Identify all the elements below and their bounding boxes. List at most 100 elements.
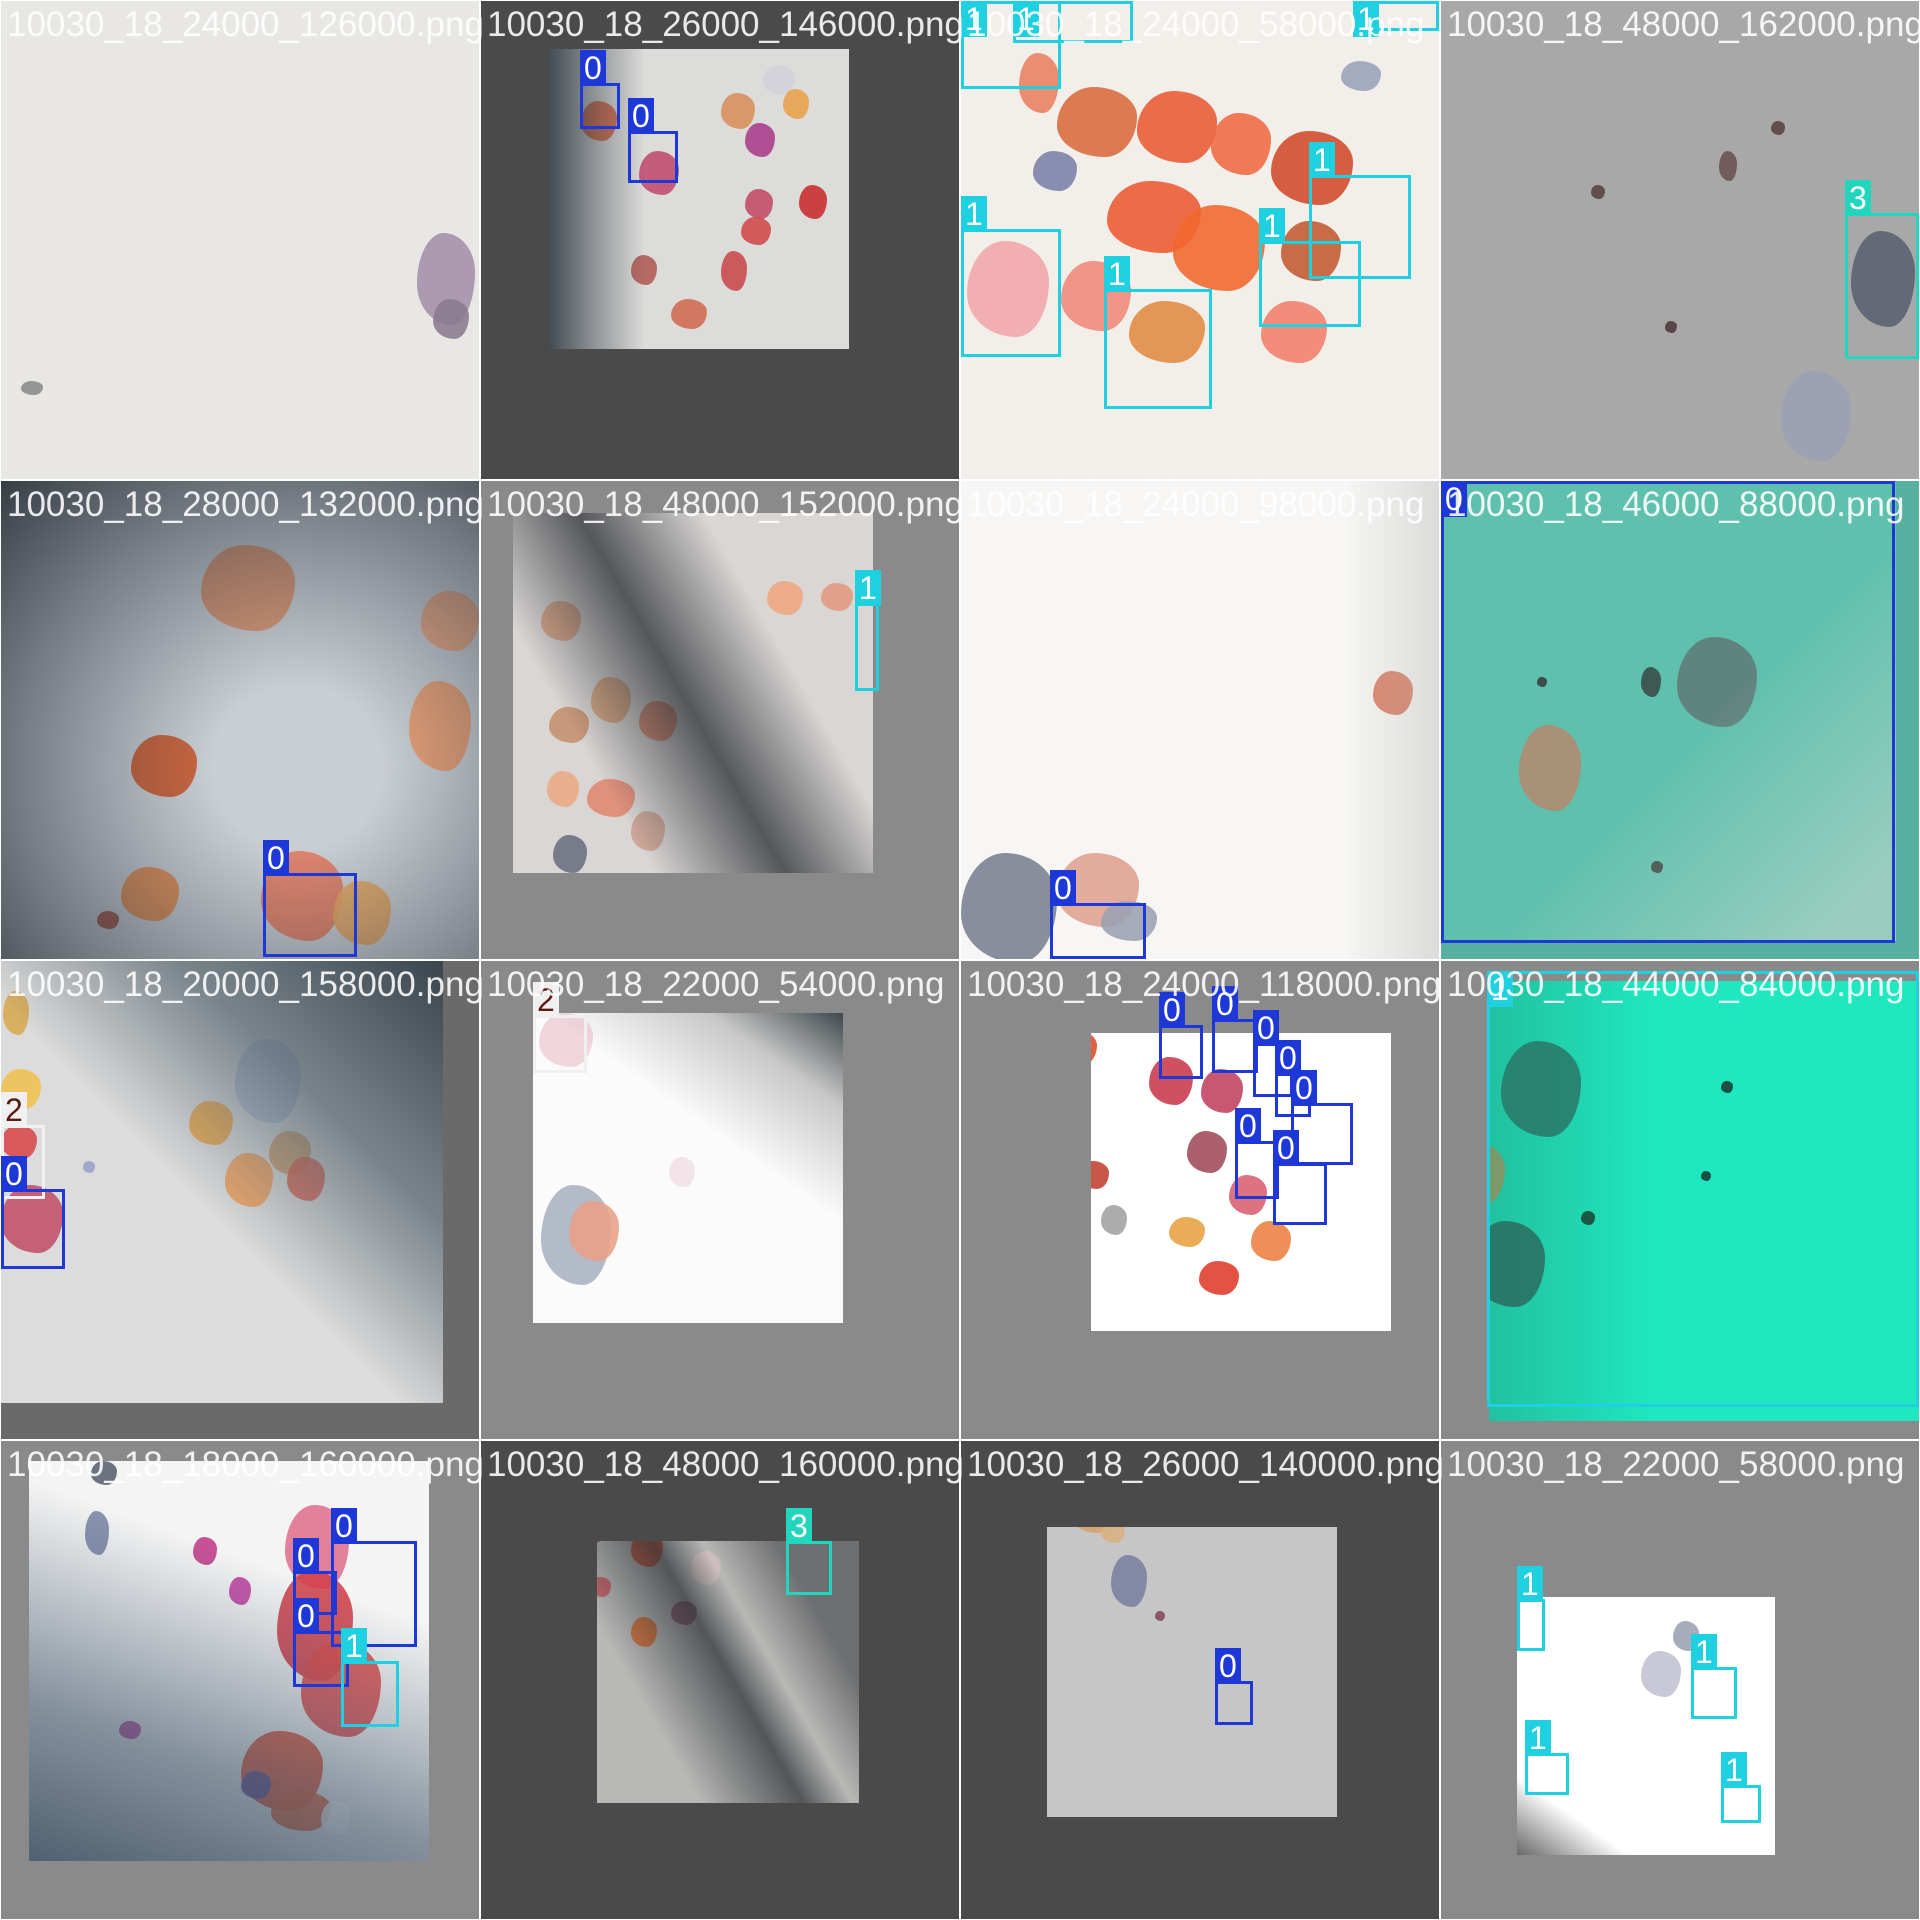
cell-blob: [1591, 185, 1605, 199]
cell-blob: [597, 1541, 609, 1543]
cell-blob: [1719, 151, 1737, 181]
cell-blob: [1701, 1171, 1711, 1181]
cell-blob: [235, 1039, 301, 1123]
cell-blob: [597, 1577, 611, 1597]
detection-box: 3: [786, 1508, 832, 1595]
cell-blob: [201, 545, 295, 631]
class-tag: 0: [331, 1508, 357, 1544]
cell-photo: [961, 481, 1439, 959]
tile-filename: 10030_18_46000_88000.png: [1447, 485, 1905, 524]
cell-blob: [587, 779, 635, 817]
class-tag: 0: [1215, 1648, 1241, 1684]
vignette-shade: [1, 961, 443, 1403]
detection-box: 1: [1104, 256, 1212, 409]
detection-box: 0: [1235, 1108, 1279, 1199]
cell-blob: [631, 255, 657, 285]
tile-background: [1, 961, 479, 1439]
class-tag: 1: [1353, 1, 1379, 37]
cell-blob: [1489, 1221, 1545, 1307]
tile: 10030_18_20000_158000.png 2 0: [0, 960, 484, 1440]
cell-blob: [1149, 1057, 1193, 1105]
detection-box: 0: [263, 840, 357, 957]
cell-photo: [1091, 1033, 1391, 1331]
detection-box: 0: [1212, 986, 1258, 1073]
cell-blob: [409, 681, 471, 771]
detection-box: 1: [1487, 971, 1919, 1407]
cell-blob: [1199, 1261, 1239, 1295]
cell-blob: [421, 591, 479, 651]
tile-background: [481, 1, 959, 479]
detection-box: 0: [1253, 1010, 1293, 1097]
cell-blob: [591, 677, 631, 723]
cell-blob: [1677, 637, 1757, 727]
tile: 10030_18_26000_146000.png 0 0: [480, 0, 964, 480]
class-tag: 1: [341, 1628, 367, 1664]
cell-blob: [549, 707, 589, 743]
cell-blob: [961, 853, 1057, 959]
cell-blob: [783, 89, 809, 119]
detection-box: 0: [1273, 1130, 1327, 1225]
cell-blob: [1641, 1651, 1681, 1697]
cell-blob: [745, 123, 775, 157]
detection-box: 1: [961, 1, 1061, 89]
tile-filename: 10030_18_20000_158000.png: [7, 965, 484, 1004]
cell-photo: [1, 481, 479, 959]
cell-blob: [767, 581, 803, 615]
cell-photo: [1047, 1527, 1337, 1817]
tile-background: [481, 1441, 959, 1919]
tile: 10030_18_24000_126000.png: [0, 0, 484, 480]
cell-blob: [1129, 301, 1205, 363]
cell-blob: [1033, 151, 1077, 191]
cell-blob: [1155, 1611, 1165, 1621]
cell-blob: [631, 1541, 663, 1567]
tile: 10030_18_24000_118000.png 0 0 0 0 0 0 0: [960, 960, 1441, 1440]
detection-box: 3: [1845, 180, 1919, 359]
cell-blob: [547, 771, 579, 807]
cell-blob: [691, 1551, 721, 1585]
cell-blob: [541, 601, 581, 641]
tile-filename: 10030_18_48000_160000.png: [487, 1445, 964, 1484]
cell-blob: [1501, 1041, 1581, 1137]
cell-blob: [1251, 1221, 1291, 1261]
class-tag: 0: [1212, 986, 1238, 1022]
class-tag: 0: [580, 50, 606, 86]
cell-blob: [1771, 121, 1785, 135]
tile: 10030_18_28000_132000.png 0: [0, 480, 484, 960]
class-tag: 3: [1845, 180, 1871, 216]
cell-blob: [671, 299, 707, 329]
detection-box: 1: [1353, 1, 1439, 37]
cell-blob: [1665, 321, 1677, 333]
detection-box: 0: [1441, 481, 1895, 943]
detection-box: 0: [1, 1156, 65, 1269]
class-tag: 2: [1, 1092, 27, 1128]
tile-filename: 10030_18_48000_152000.png: [487, 485, 964, 524]
tile: 10030_18_48000_152000.png 1: [480, 480, 964, 960]
cell-blob: [821, 583, 853, 611]
cell-blob: [1101, 1527, 1125, 1543]
class-tag: 1: [1721, 1752, 1747, 1788]
cell-blob: [1187, 1131, 1227, 1173]
cell-blob: [241, 1771, 271, 1799]
cell-blob: [1071, 1527, 1115, 1533]
cell-blob: [671, 1601, 697, 1625]
class-tag: 0: [1253, 1010, 1279, 1046]
class-tag: 1: [1309, 142, 1335, 178]
cell-blob: [287, 1157, 325, 1201]
class-tag: 1: [961, 196, 987, 232]
tile-filename: 10030_18_22000_54000.png: [487, 965, 945, 1004]
cell-blob: [321, 1801, 351, 1835]
detection-box: 0: [1050, 870, 1146, 959]
detection-box: 0: [580, 50, 620, 129]
cell-blob: [1721, 1081, 1733, 1093]
class-tag: 0: [1291, 1070, 1317, 1106]
tile-filename: 10030_18_24000_98000.png: [967, 485, 1425, 524]
cell-blob: [121, 867, 179, 921]
class-tag: 0: [293, 1538, 319, 1574]
tile: 10030_18_22000_58000.png 1 1 1 1: [1440, 1440, 1920, 1920]
tile-filename: 10030_18_48000_162000.png: [1447, 5, 1920, 44]
class-tag: 1: [855, 570, 881, 606]
cell-blob: [1137, 91, 1217, 163]
cell-blob: [1851, 231, 1915, 327]
detection-box: 0: [1275, 1040, 1311, 1117]
tile-background: [961, 1441, 1439, 1919]
